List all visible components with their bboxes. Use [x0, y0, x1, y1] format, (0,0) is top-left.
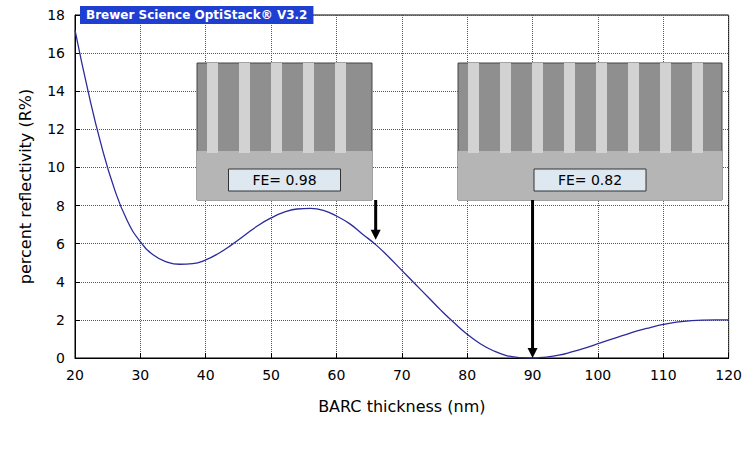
- svg-text:6: 6: [56, 236, 65, 252]
- svg-text:70: 70: [393, 367, 411, 383]
- svg-text:8: 8: [56, 198, 65, 214]
- svg-text:4: 4: [56, 274, 65, 290]
- svg-text:FE= 0.98: FE= 0.98: [252, 172, 316, 188]
- svg-text:2: 2: [56, 312, 65, 328]
- svg-text:18: 18: [47, 7, 65, 23]
- svg-text:12: 12: [47, 121, 65, 137]
- svg-text:percent reflectivity (R%): percent reflectivity (R%): [16, 89, 35, 284]
- svg-text:50: 50: [262, 367, 280, 383]
- svg-text:110: 110: [650, 367, 677, 383]
- svg-text:90: 90: [524, 367, 542, 383]
- svg-text:80: 80: [458, 367, 476, 383]
- svg-text:10: 10: [47, 159, 65, 175]
- svg-text:20: 20: [66, 367, 84, 383]
- svg-text:100: 100: [585, 367, 612, 383]
- svg-text:BARC thickness (nm): BARC thickness (nm): [318, 397, 485, 416]
- svg-text:40: 40: [197, 367, 215, 383]
- svg-text:60: 60: [328, 367, 346, 383]
- svg-text:14: 14: [47, 83, 65, 99]
- svg-text:Brewer Science OptiStack® V3.2: Brewer Science OptiStack® V3.2: [86, 8, 307, 22]
- svg-text:FE= 0.82: FE= 0.82: [558, 172, 622, 188]
- svg-text:30: 30: [131, 367, 149, 383]
- svg-text:16: 16: [47, 45, 65, 61]
- svg-text:120: 120: [715, 367, 742, 383]
- svg-text:0: 0: [56, 350, 65, 366]
